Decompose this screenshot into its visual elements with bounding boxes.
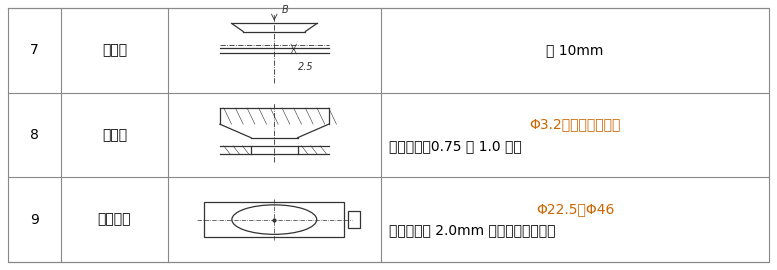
Text: 宽 10mm: 宽 10mm [546, 43, 604, 58]
Text: 预制孔模: 预制孔模 [98, 212, 131, 227]
Text: 9: 9 [30, 212, 39, 227]
Text: Φ22.5、Φ46: Φ22.5、Φ46 [536, 202, 615, 216]
Text: 注：适用于0.75 和 1.0 板料: 注：适用于0.75 和 1.0 板料 [388, 139, 521, 153]
Text: 2.5: 2.5 [298, 62, 313, 72]
Text: B: B [282, 5, 289, 15]
Text: 7: 7 [30, 43, 39, 58]
Text: 翻孔模: 翻孔模 [102, 128, 127, 142]
Text: 注：适用于 2.0mm 以下（含）的板料: 注：适用于 2.0mm 以下（含）的板料 [388, 223, 555, 237]
Bar [204, 202, 344, 237]
Text: Φ3.2（向上、向下）: Φ3.2（向上、向下） [529, 117, 621, 131]
Text: 滚筋模: 滚筋模 [102, 43, 127, 58]
Bar [348, 211, 360, 228]
Text: 8: 8 [30, 128, 39, 142]
